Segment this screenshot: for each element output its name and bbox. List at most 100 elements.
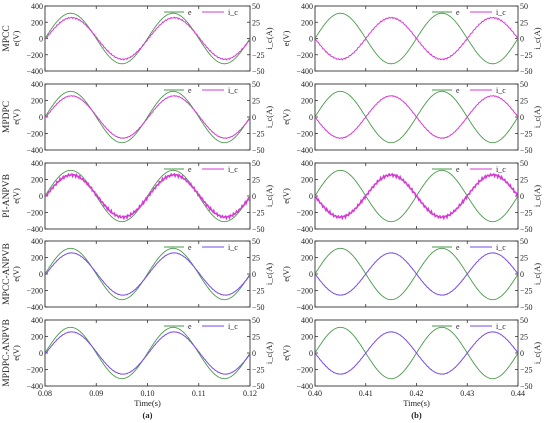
y-left-label: e(V) (11, 345, 21, 361)
curves (45, 326, 250, 380)
y-right-tick-label: −25 (520, 366, 533, 375)
panel-pi-anpvb-b: 400 200 0 −200 −400 50 25 0 −25 −50 e(V) i_c(A) e i_c (281, 159, 542, 234)
y-left-tick-label: −200 (26, 209, 43, 218)
y-left-label: e(V) (11, 188, 21, 204)
y-right-tick-label: 0 (252, 35, 256, 44)
series-i_c-line (315, 16, 518, 61)
x-tick-label: 0.40 (308, 389, 322, 398)
series-i_c-line (45, 172, 250, 221)
y-right-tick-label: 0 (520, 113, 524, 122)
y-left-tick-label: 200 (301, 18, 313, 27)
legend-label-i_c: i_c (496, 8, 506, 17)
series-i_c-line (45, 252, 250, 296)
y-right-label: i_c(A) (264, 342, 274, 364)
y-right-tick-label: 25 (520, 18, 528, 27)
y-left-label: e(V) (281, 345, 291, 361)
curves (315, 326, 518, 380)
y-right-tick-label: 50 (520, 80, 528, 89)
y-left-tick-label: −200 (26, 366, 43, 375)
y-left-tick-label: 400 (301, 2, 313, 11)
legend-label-i_c: i_c (496, 165, 506, 174)
y-right-tick-label: 25 (252, 176, 260, 185)
y-left-tick-label: −200 (296, 287, 313, 296)
y-right-label: i_c(A) (264, 185, 274, 207)
y-right-tick-label: 25 (252, 18, 260, 27)
series-i_c-line (315, 172, 518, 221)
series-e-line (45, 12, 250, 65)
y-right-tick-label: −50 (520, 303, 533, 312)
y-left-tick-label: −200 (26, 51, 43, 60)
legend-label-i_c: i_c (228, 8, 238, 17)
row-label: PI-ANPVB (2, 174, 12, 218)
y-left-label: e(V) (281, 188, 291, 204)
y-left-tick-label: −200 (296, 366, 313, 375)
legend-label-e: e (456, 86, 460, 95)
series-e-line (45, 326, 250, 380)
panel-mpdpc-anpvb-a: 400 200 0 −200 −400 50 25 0 −25 −50 0.08 0.09 0.10 0.… (11, 316, 274, 398)
x-tick-label: 0.10 (141, 389, 155, 398)
y-right-tick-label: −50 (252, 303, 265, 312)
row-label: MPCC-ANPVB (2, 243, 12, 305)
y-left-tick-label: −400 (26, 225, 43, 234)
y-left-tick-label: 0 (309, 113, 313, 122)
legend-label-i_c: i_c (496, 86, 506, 95)
legend: e i_c (432, 86, 506, 95)
x-axis-label: Time(s) (134, 398, 161, 408)
x-tick-label: 0.41 (359, 389, 373, 398)
y-left-label: e(V) (11, 109, 21, 125)
y-left-tick-label: −400 (296, 146, 313, 155)
legend: e i_c (164, 165, 238, 174)
y-right-tick-label: 50 (520, 159, 528, 168)
y-left-tick-label: 400 (301, 159, 313, 168)
y-left-tick-label: 400 (31, 80, 43, 89)
y-right-label: i_c(A) (532, 263, 542, 285)
y-right-tick-label: 0 (252, 349, 256, 358)
row-label: MPDPC-ANPVB (2, 319, 12, 387)
y-left-tick-label: 200 (301, 254, 313, 263)
panel-mpcc-a: 400 200 0 −200 −400 50 25 0 −25 −50 e(V) i_c(A) e i_c (11, 2, 274, 76)
y-left-tick-label: −200 (26, 130, 43, 139)
row-label: MPCC (2, 25, 12, 51)
x-tick-label: 0.11 (192, 389, 206, 398)
y-left-tick-label: 0 (39, 113, 43, 122)
y-left-tick-label: 0 (309, 270, 313, 279)
legend-label-i_c: i_c (496, 322, 506, 331)
y-right-tick-label: 0 (520, 270, 524, 279)
series-i_c-line (45, 95, 250, 140)
y-left-tick-label: 200 (31, 333, 43, 342)
x-tick-label: 0.44 (511, 389, 525, 398)
x-tick-label: 0.12 (243, 389, 257, 398)
row-mpcc-anpvb: MPCC-ANPVB 400 200 0 −200 −400 50 25 0 −25 −50 e(V)… (2, 237, 542, 312)
y-right-tick-label: 0 (252, 270, 256, 279)
y-left-tick-label: −400 (296, 303, 313, 312)
y-right-tick-label: 25 (252, 254, 260, 263)
y-left-tick-label: 200 (31, 176, 43, 185)
panel-mpcc-b: 400 200 0 −200 −400 50 25 0 −25 −50 e(V) i_c(A) e i_c (281, 2, 542, 76)
y-left-tick-label: 0 (309, 192, 313, 201)
row-mpdpc-anpvb: MPDPC-ANPVB 400 200 0 −200 −400 50 25 0 −25 −50 0.0… (2, 316, 542, 398)
legend-label-e: e (456, 165, 460, 174)
y-left-tick-label: 0 (39, 349, 43, 358)
legend-label-i_c: i_c (496, 243, 506, 252)
y-right-tick-label: −50 (252, 146, 265, 155)
curves (45, 12, 250, 65)
panel-mpdpc-a: 400 200 0 −200 −400 50 25 0 −25 −50 e(V) i_c(A) e i_c (11, 80, 274, 155)
legend-label-e: e (456, 8, 460, 17)
panel-mpdpc-b: 400 200 0 −200 −400 50 25 0 −25 −50 e(V) i_c(A) e i_c (281, 80, 542, 155)
legend-label-i_c: i_c (228, 243, 238, 252)
y-left-tick-label: 0 (39, 192, 43, 201)
y-left-tick-label: 0 (39, 270, 43, 279)
y-right-tick-label: −25 (252, 287, 265, 296)
y-right-tick-label: −50 (520, 146, 533, 155)
y-right-label: i_c(A) (264, 263, 274, 285)
legend-label-e: e (188, 243, 192, 252)
y-right-tick-label: 25 (520, 97, 528, 106)
y-right-tick-label: 25 (520, 176, 528, 185)
y-left-tick-label: −200 (296, 130, 313, 139)
y-left-tick-label: 400 (31, 159, 43, 168)
x-tick-label: 0.08 (38, 389, 52, 398)
y-right-tick-label: 0 (252, 192, 256, 201)
legend: e i_c (432, 165, 506, 174)
legend: e i_c (432, 322, 506, 331)
